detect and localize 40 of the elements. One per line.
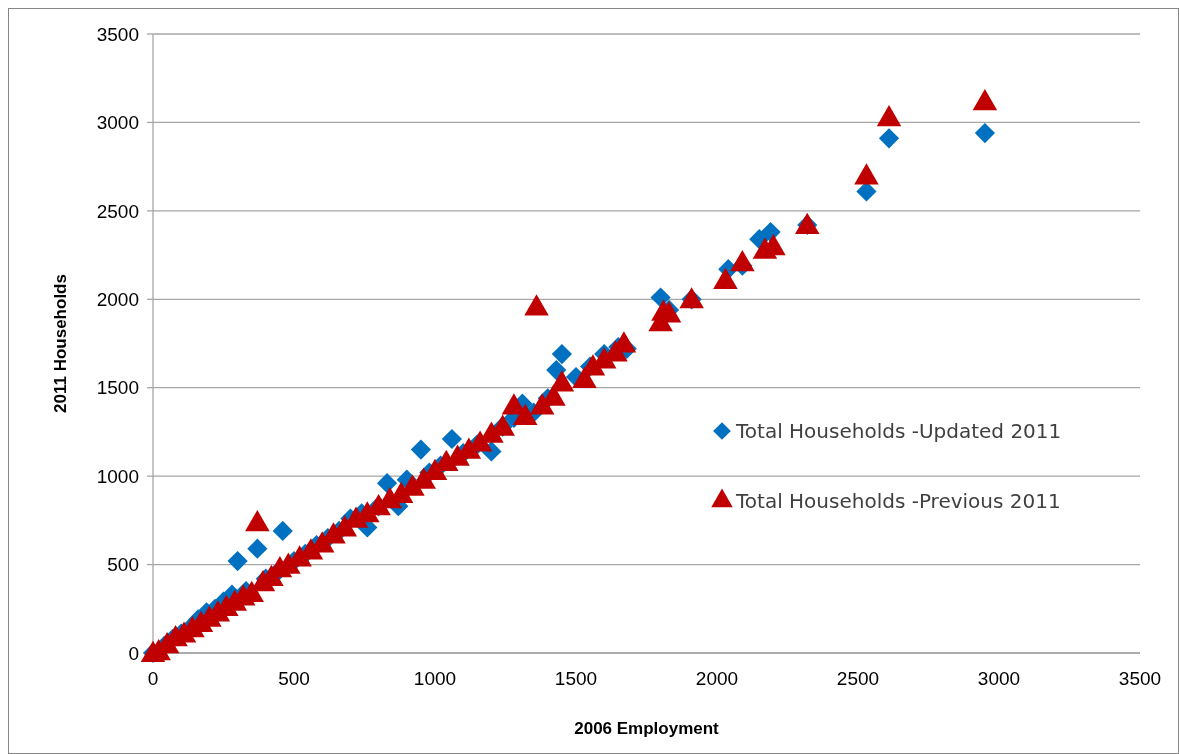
- point: [245, 509, 270, 532]
- point: [546, 359, 567, 381]
- point: [730, 250, 755, 272]
- x-tick-label: 0: [147, 668, 159, 689]
- y-tick-label: 1000: [96, 465, 139, 487]
- y-axis-title: 2011 Households: [51, 274, 70, 413]
- legend-label: Total Households -Previous 2011: [735, 489, 1061, 513]
- x-tick-label: 2500: [836, 668, 880, 689]
- x-tick-label: 2000: [695, 668, 739, 689]
- point: [974, 122, 995, 144]
- point: [878, 128, 900, 149]
- point: [524, 294, 549, 316]
- point: [854, 163, 879, 185]
- x-tick-label: 1000: [413, 668, 457, 689]
- point: [410, 439, 431, 460]
- point: [650, 287, 671, 308]
- y-tick-label: 2000: [96, 288, 139, 310]
- point: [713, 267, 738, 289]
- point: [227, 550, 248, 572]
- y-tick-label: 2500: [96, 200, 139, 222]
- y-tick-label: 3000: [96, 112, 139, 134]
- x-tick-label: 1500: [554, 668, 598, 689]
- point: [376, 473, 398, 494]
- point: [441, 428, 463, 450]
- legend-label: Total Households -Updated 2011: [735, 419, 1062, 443]
- point: [549, 370, 575, 392]
- point: [247, 538, 268, 559]
- y-tick-label: 0: [128, 642, 139, 664]
- point: [551, 344, 572, 365]
- y-tick-label: 500: [107, 554, 139, 576]
- x-tick-label: 3500: [1118, 668, 1162, 689]
- y-tick-label: 1500: [96, 377, 139, 399]
- point: [512, 403, 538, 426]
- x-tick-label: 500: [278, 668, 310, 689]
- y-tick-label: 3500: [96, 23, 139, 45]
- x-tick-label: 3000: [977, 668, 1021, 689]
- point: [876, 104, 902, 127]
- x-axis-title: 2006 Employment: [574, 719, 720, 738]
- point: [272, 520, 293, 542]
- point: [972, 89, 998, 111]
